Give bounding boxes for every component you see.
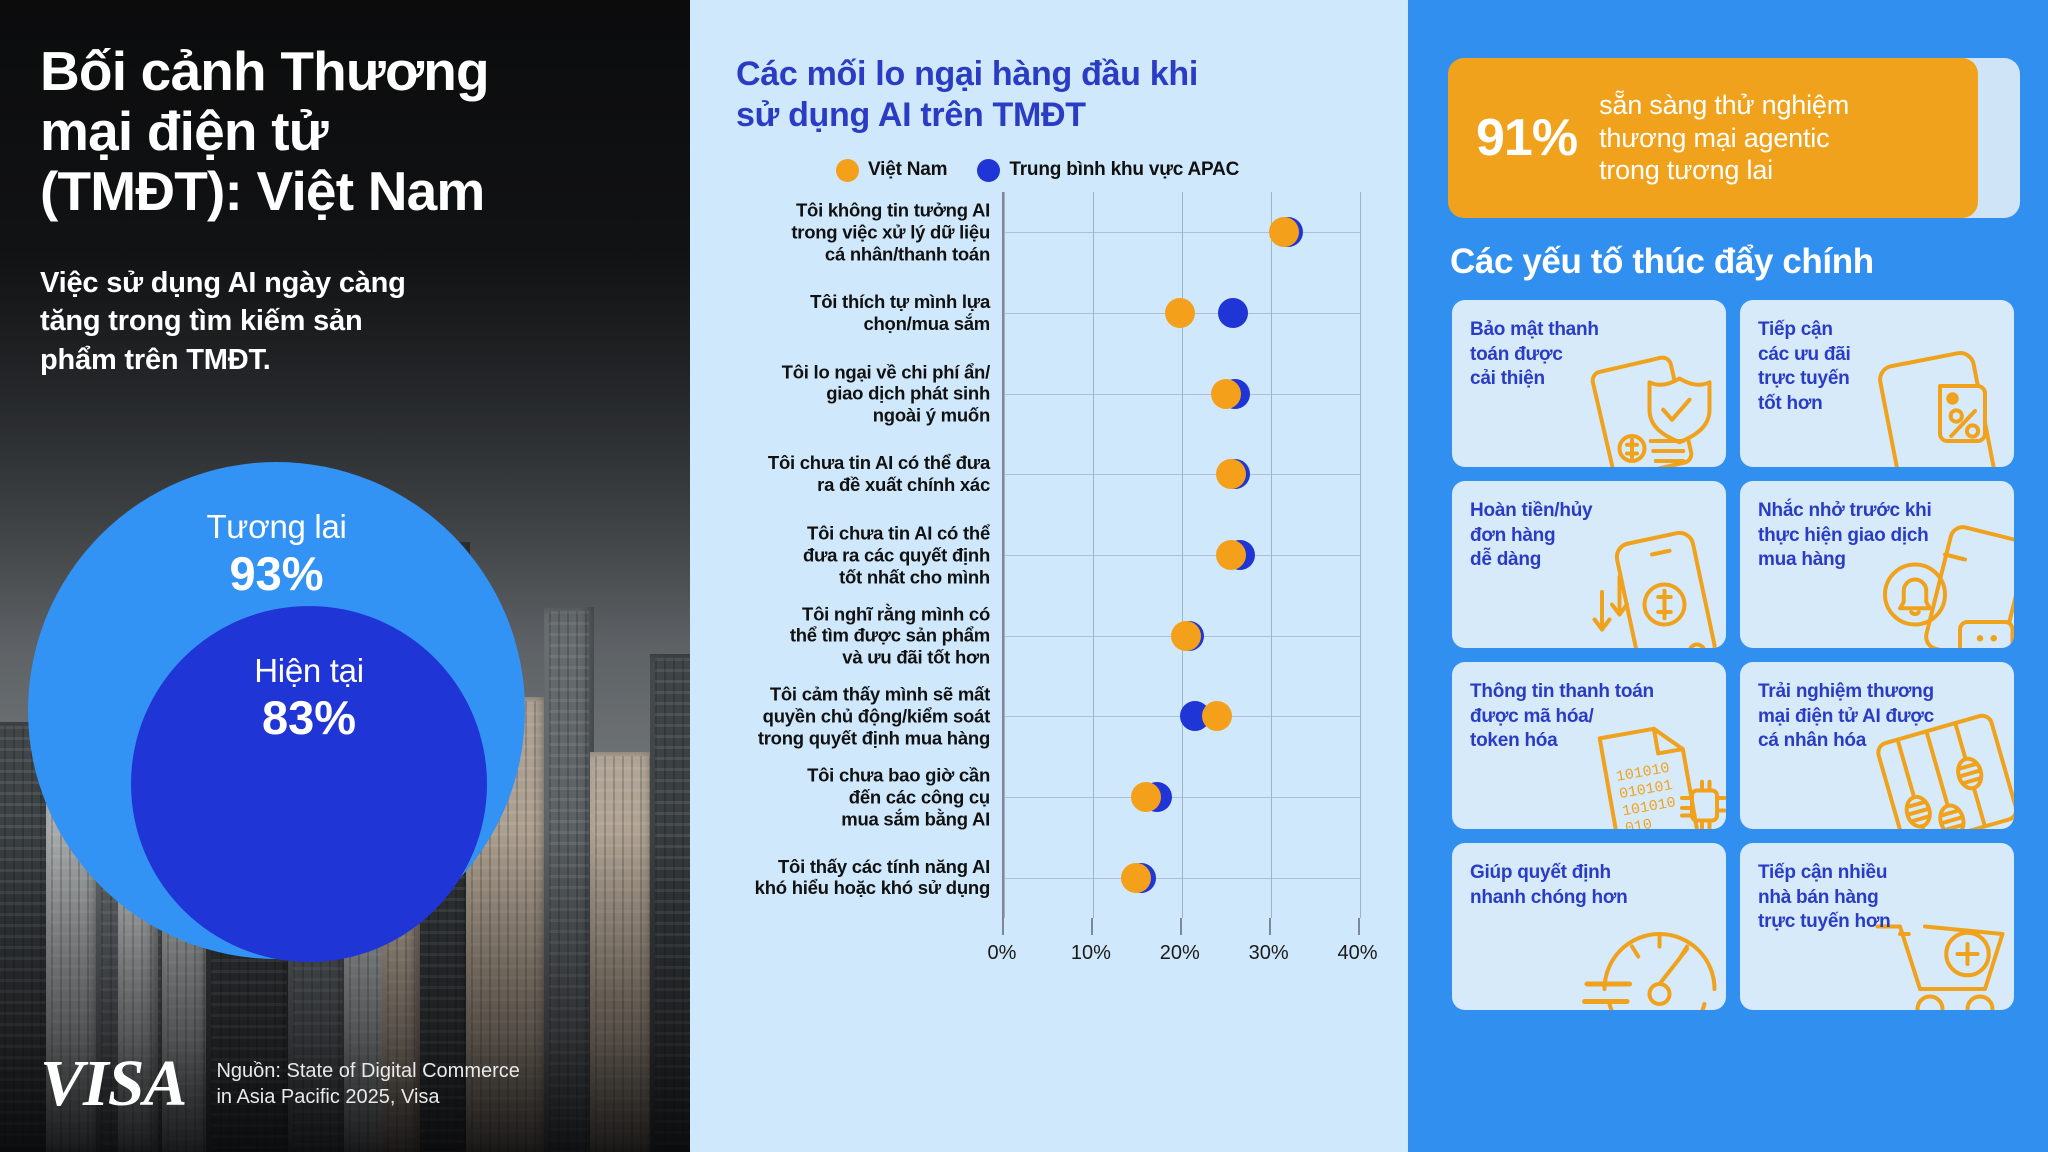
- chart-gridline-horizontal: [1004, 393, 1360, 395]
- data-point-vietnam: [1131, 781, 1162, 812]
- driver-card-label: Hoàn tiền/hủy đơn hàng dễ dàng: [1470, 500, 1593, 571]
- venn-current-value: 83%: [261, 691, 357, 744]
- chart-category-label: Tôi cảm thấy mình sẽ mất quyền chủ động/…: [757, 683, 990, 749]
- venn-diagram: Tương lai 93% Hiện tại 83%: [28, 462, 525, 962]
- page-subtitle: Việc sử dụng AI ngày càng tăng trong tìm…: [40, 266, 406, 376]
- shopping-cart-plus-icon: [1870, 884, 2014, 1010]
- data-point-vietnam: [1120, 862, 1151, 893]
- driver-card[interactable]: Tiếp cận các ưu đãi trực tuyến tốt hơn: [1740, 300, 2014, 467]
- stat-description: sẵn sàng thử nghiệm thương mại agentic t…: [1599, 90, 1850, 186]
- driver-card[interactable]: Giúp quyết định nhanh chóng hơn: [1452, 843, 1726, 1010]
- driver-card[interactable]: Thông tin thanh toán được mã hóa/ token …: [1452, 662, 1726, 829]
- drivers-panel: 91% sẵn sàng thử nghiệm thương mại agent…: [1408, 0, 2048, 1152]
- driver-card-label: Bảo mật thanh toán được cải thiện: [1470, 319, 1599, 390]
- chart-category-label: Tôi thích tự mình lựa chọn/mua sắm: [810, 291, 990, 334]
- venn-future-value: 93%: [229, 547, 324, 600]
- chart-gridline-horizontal: [1004, 796, 1360, 798]
- chart-title: Các mối lo ngại hàng đầu khi sử dụng AI …: [736, 55, 1198, 135]
- drivers-card-grid: Bảo mật thanh toán được cải thiện Tiếp c…: [1452, 300, 2014, 1010]
- source-citation: Nguồn: State of Digital Commerce in Asia…: [216, 1060, 520, 1108]
- chart-tick-label: 10%: [1070, 941, 1111, 964]
- dot-plot-chart: Tôi không tin tưởng AI trong việc xử lý …: [712, 191, 1378, 982]
- chart-tick-mark: [1357, 917, 1360, 935]
- legend-label: Việt Nam: [868, 159, 948, 181]
- chart-category-label: Tôi chưa bao giờ cần đến các công cụ mua…: [807, 764, 990, 829]
- data-point-apac: [1218, 297, 1249, 328]
- shield-check-document-icon: [1582, 341, 1726, 467]
- legend-item-apac: Trung bình khu vực APAC: [977, 158, 1240, 182]
- chart-tick-mark: [1268, 917, 1271, 935]
- venn-inner-circle: [131, 606, 487, 962]
- driver-card-label: Giúp quyết định nhanh chóng hơn: [1470, 862, 1628, 908]
- driver-card-label: Tiếp cận các ưu đãi trực tuyến tốt hơn: [1758, 319, 1851, 415]
- chart-gridline-horizontal: [1004, 877, 1360, 879]
- speedometer-icon: [1582, 884, 1726, 1010]
- data-point-vietnam: [1202, 701, 1233, 732]
- chart-legend: Việt Nam Trung bình khu vực APAC: [836, 158, 1374, 182]
- data-point-vietnam: [1269, 217, 1299, 248]
- stat-box: 91% sẵn sàng thử nghiệm thương mại agent…: [1448, 58, 1978, 218]
- svg-text:010: 010: [1624, 816, 1654, 829]
- phone-discount-tag-icon: [1870, 341, 2014, 467]
- legend-dot-icon: [836, 158, 859, 182]
- driver-card-label: Trải nghiệm thương mại điện tử AI được c…: [1758, 681, 1934, 752]
- stat-highlight: 91% sẵn sàng thử nghiệm thương mại agent…: [1448, 58, 2020, 218]
- chart-panel: Các mối lo ngại hàng đầu khi sử dụng AI …: [690, 0, 1408, 1152]
- chart-category-label: Tôi nghĩ rằng mình có thể tìm được sản p…: [789, 602, 990, 668]
- venn-current-label: Hiện tại: [254, 652, 364, 689]
- chart-category-label: Tôi không tin tưởng AI trong việc xử lý …: [791, 199, 990, 265]
- data-point-vietnam: [1171, 620, 1202, 651]
- data-point-vietnam: [1165, 297, 1195, 328]
- driver-card-label: Tiếp cận nhiều nhà bán hàng trực tuyến h…: [1758, 862, 1891, 933]
- encrypted-document-chip-icon: 101010 010101 101010 010: [1582, 703, 1726, 829]
- phone-refund-arrows-icon: [1582, 522, 1726, 648]
- chart-category-label: Tôi lo ngại về chi phí ẩn/ giao dịch phá…: [781, 360, 991, 426]
- driver-card[interactable]: Trải nghiệm thương mại điện tử AI được c…: [1740, 662, 2014, 829]
- abacus-icon: [1870, 703, 2014, 829]
- chart-category-label: Tôi chưa tin AI có thể đưa ra các quyết …: [802, 522, 990, 587]
- driver-card[interactable]: Hoàn tiền/hủy đơn hàng dễ dàng: [1452, 481, 1726, 648]
- chart-gridline-horizontal: [1004, 232, 1360, 234]
- legend-item-vietnam: Việt Nam: [836, 158, 948, 182]
- data-point-vietnam: [1215, 459, 1246, 490]
- left-footer: VISA Nguồn: State of Digital Commerce in…: [40, 1047, 520, 1121]
- chart-tick-label: 30%: [1248, 941, 1289, 964]
- chart-gridline-vertical: [1359, 191, 1361, 918]
- chart-tick-label: 40%: [1337, 941, 1378, 964]
- chart-category-label: Tôi thấy các tính năng AI khó hiểu hoặc …: [754, 855, 991, 899]
- chart-gridline-horizontal: [1004, 554, 1360, 556]
- visa-logo: VISA: [40, 1047, 187, 1121]
- driver-card[interactable]: Tiếp cận nhiều nhà bán hàng trực tuyến h…: [1740, 843, 2014, 1010]
- left-content: Bối cảnh Thương mại điện tử (TMĐT): Việt…: [0, 0, 690, 1152]
- legend-dot-icon: [977, 158, 1001, 182]
- chart-tick-mark: [1002, 917, 1004, 935]
- left-panel: Bối cảnh Thương mại điện tử (TMĐT): Việt…: [0, 0, 690, 1152]
- data-point-vietnam: [1211, 378, 1242, 409]
- chart-plot-area: [1002, 191, 1361, 918]
- chart-tick-mark: [1179, 917, 1182, 935]
- driver-card-label: Thông tin thanh toán được mã hóa/ token …: [1470, 681, 1654, 752]
- venn-future-label: Tương lai: [206, 508, 347, 545]
- drivers-title: Các yếu tố thúc đẩy chính: [1450, 242, 1874, 281]
- driver-card[interactable]: Bảo mật thanh toán được cải thiện: [1452, 300, 1726, 467]
- chart-category-label: Tôi chưa tin AI có thể đưa ra đề xuất ch…: [767, 452, 990, 496]
- legend-label: Trung bình khu vực APAC: [1009, 159, 1240, 181]
- driver-card-label: Nhắc nhở trước khi thực hiện giao dịch m…: [1758, 500, 1932, 571]
- chart-tick-label: 20%: [1159, 941, 1200, 964]
- data-point-vietnam: [1215, 539, 1246, 570]
- bell-notification-icon: [1870, 522, 2014, 648]
- chart-tick-label: 0%: [987, 941, 1017, 964]
- stat-percent: 91%: [1476, 109, 1578, 167]
- chart-tick-mark: [1090, 917, 1093, 935]
- page-title: Bối cảnh Thương mại điện tử (TMĐT): Việt…: [40, 40, 490, 222]
- driver-card[interactable]: Nhắc nhở trước khi thực hiện giao dịch m…: [1740, 481, 2014, 648]
- chart-gridline-horizontal: [1004, 474, 1360, 476]
